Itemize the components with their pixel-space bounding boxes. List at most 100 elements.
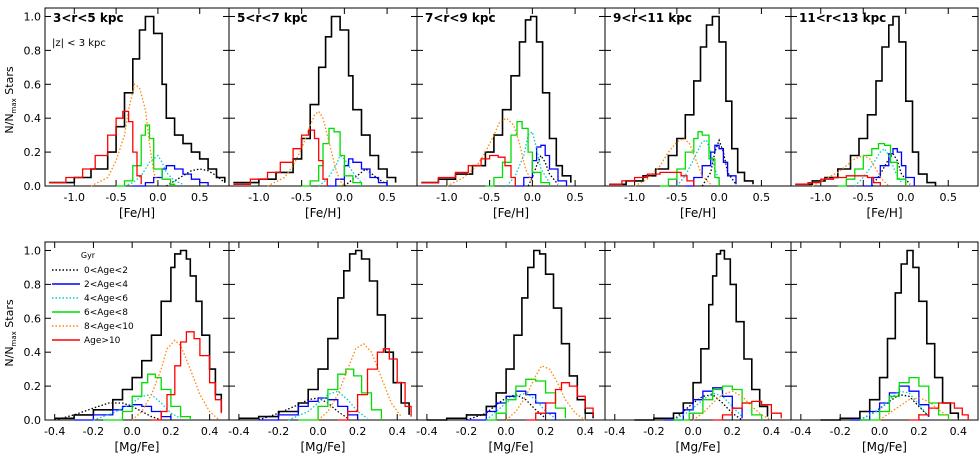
x-axis-label: [Fe/H] xyxy=(680,206,716,220)
legend: 0<Age<2 2<Age<4 4<Age<6 6<Age<8 8<Age<10 Age>… xyxy=(52,266,134,346)
series-line-age-10 xyxy=(151,331,222,421)
legend-label: 8<Age<10 xyxy=(84,322,134,332)
legend-label: 2<Age<4 xyxy=(84,280,128,290)
y-tick-label: 0.8 xyxy=(24,278,42,291)
x-tick-label: 0.0 xyxy=(123,425,141,438)
chart-panel-top-4: -1.0 -0.5 0.0 0.5 [Fe/H] 9<r<11 kpc xyxy=(604,7,792,220)
series-line-age-10 xyxy=(525,382,594,421)
series-line-age-0-2 xyxy=(54,402,162,421)
chart-panel-top-2: -1.0 -0.5 0.0 0.5 [Fe/H] 5<r<7 kpc xyxy=(228,7,418,220)
x-tick-label: -0.4 xyxy=(44,425,65,438)
y-tick-label: 0.8 xyxy=(24,44,42,57)
series-line-age-10 xyxy=(337,348,412,421)
y-tick-label: 1.0 xyxy=(24,244,42,257)
x-tick-label: 0.2 xyxy=(910,425,928,438)
x-tick-label: 0.4 xyxy=(388,425,406,438)
x-tick-label: 0.5 xyxy=(378,191,396,204)
panel-title: 11<r<13 kpc xyxy=(799,11,886,25)
x-tick-label: -1.0 xyxy=(436,191,457,204)
x-axis-label: [Fe/H] xyxy=(493,206,529,220)
series-line-total xyxy=(426,249,594,421)
x-tick-label: -0.4 xyxy=(228,425,249,438)
y-axis-label-top: N/Nmax Stars xyxy=(3,66,18,133)
series-line-age-4-6 xyxy=(288,390,368,421)
series-line-age-4-6 xyxy=(676,139,720,187)
x-axis-label: [Mg/Fe] xyxy=(862,440,907,454)
x-tick-label: -0.2 xyxy=(829,425,850,438)
x-tick-label: 0.0 xyxy=(309,425,327,438)
x-tick-label: 0.2 xyxy=(537,425,555,438)
series-line-age-4-6 xyxy=(673,392,743,421)
panel-title: 9<r<11 kpc xyxy=(613,11,692,25)
series-line-age-4-6 xyxy=(854,147,903,187)
x-tick-label: 0.0 xyxy=(684,425,702,438)
panel-title: 3<r<5 kpc xyxy=(53,11,124,25)
x-axis-label: [Mg/Fe] xyxy=(114,440,159,454)
series-line-total xyxy=(238,249,410,420)
y-tick-label: 1.0 xyxy=(24,10,42,23)
y-tick-label: 0.2 xyxy=(24,146,42,159)
x-tick-label: 0.0 xyxy=(149,191,167,204)
series-line-age-8-10 xyxy=(505,364,586,421)
series-line-age-4-6 xyxy=(485,392,556,421)
y-axis-label-subscript: max xyxy=(10,98,18,113)
x-tick-label: 0.0 xyxy=(710,191,728,204)
series-line-age-2-4 xyxy=(327,158,388,187)
series-line-age-6-8 xyxy=(301,127,363,187)
x-axis-label: [Mg/Fe] xyxy=(488,440,533,454)
panel-title: 7<r<9 kpc xyxy=(425,11,496,25)
x-tick-label: 0.5 xyxy=(191,191,209,204)
x-tick-label: -0.5 xyxy=(853,191,874,204)
series-line-age-6-8 xyxy=(116,124,176,187)
x-axis-label: [Mg/Fe] xyxy=(300,440,345,454)
series-line-age-10 xyxy=(795,175,881,186)
y-tick-label: 0.0 xyxy=(24,180,42,193)
panel-grid: -1.0 -0.5 0.0 0.5 0.0 0.2 0.4 0.6 0.8 1.0 [Fe/H] 3<… xyxy=(24,7,979,454)
y-axis-label-subscript: max xyxy=(10,331,18,346)
chart-panel-bottom-4: -0.4 -0.2 0.0 0.2 0.4 [Mg/Fe] xyxy=(604,241,792,454)
series-line-age-8-10 xyxy=(90,83,159,187)
chart-panel-bottom-1: -0.4 -0.2 0.0 0.2 0.4 0.0 0.2 0.4 0.6 0.8 1.0 [Mg/F… xyxy=(24,241,230,454)
series-line-age-6-8 xyxy=(660,131,720,187)
series-line-total xyxy=(233,15,397,184)
series-line-age-10 xyxy=(49,110,142,185)
y-axis-label-tail: Stars xyxy=(3,66,16,98)
series-line-age-10 xyxy=(609,171,695,186)
x-tick-label: -0.2 xyxy=(83,425,104,438)
x-tick-label: 0.4 xyxy=(763,425,781,438)
y-tick-label: 0.0 xyxy=(24,414,42,427)
series-line-total xyxy=(634,249,769,421)
y-axis-label-tail: Stars xyxy=(3,299,16,331)
y-axis-label-bottom: N/Nmax Stars xyxy=(3,299,18,366)
x-tick-label: 0.2 xyxy=(162,425,180,438)
panel-title: 5<r<7 kpc xyxy=(237,11,308,25)
chart-panel-top-1: -1.0 -0.5 0.0 0.5 0.0 0.2 0.4 0.6 0.8 1.0 [Fe/H] 3<… xyxy=(24,7,230,220)
panel-frame xyxy=(790,241,979,421)
series-line-age-10 xyxy=(712,400,782,421)
chart-panel-bottom-2: -0.4 -0.2 0.0 0.2 0.4 [Mg/Fe] xyxy=(228,241,418,454)
x-tick-label: 0.0 xyxy=(524,191,542,204)
x-tick-label: 0.5 xyxy=(940,191,958,204)
series-line-age-0-2 xyxy=(701,138,737,187)
series-line-age-10 xyxy=(909,402,969,421)
chart-panel-top-3: -1.0 -0.5 0.0 0.5 [Fe/H] 7<r<9 kpc xyxy=(416,7,606,220)
x-tick-label: -0.4 xyxy=(416,425,437,438)
x-tick-label: -0.5 xyxy=(291,191,312,204)
y-tick-label: 0.2 xyxy=(24,380,42,393)
x-tick-label: 0.0 xyxy=(871,425,889,438)
series-line-age-8-10 xyxy=(267,110,345,187)
y-tick-label: 0.6 xyxy=(24,312,42,325)
x-axis-label: [Mg/Fe] xyxy=(675,440,720,454)
x-tick-label: -0.5 xyxy=(105,191,126,204)
x-tick-label: 0.0 xyxy=(497,425,515,438)
series-line-age-10 xyxy=(421,154,516,186)
chart-panel-bottom-5: -0.4 -0.2 0.0 0.2 0.4 [Mg/Fe] xyxy=(790,241,979,454)
series-line-age-8-10 xyxy=(811,154,890,187)
x-axis-label: [Fe/H] xyxy=(866,206,902,220)
legend-title: Gyr xyxy=(81,251,96,260)
x-tick-label: 0.5 xyxy=(566,191,584,204)
y-axis-label-main: N/N xyxy=(3,113,16,133)
series-line-age-6-8 xyxy=(485,120,551,187)
series-line-total xyxy=(609,15,754,186)
